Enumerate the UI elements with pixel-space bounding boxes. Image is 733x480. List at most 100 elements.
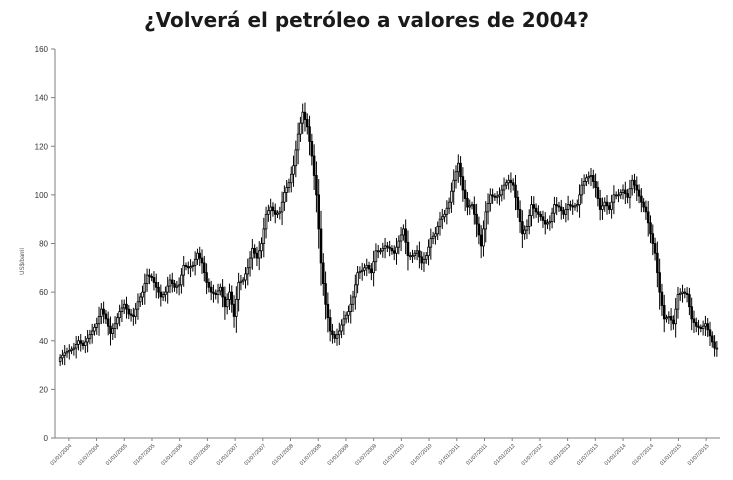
candle	[388, 240, 391, 257]
candle-body-up	[349, 303, 353, 312]
candle-body-down	[388, 246, 391, 249]
x-tick-label: 01/07/2006	[188, 443, 212, 467]
candle	[656, 241, 659, 288]
candle	[418, 241, 421, 269]
candle-body-down	[106, 318, 110, 327]
candle-body-down	[569, 204, 572, 207]
candle	[182, 256, 185, 287]
candle	[187, 261, 190, 275]
candle	[191, 261, 195, 272]
candle	[605, 195, 609, 215]
candle	[269, 198, 272, 222]
candle	[502, 177, 506, 200]
candle	[225, 293, 229, 315]
candle	[619, 189, 623, 199]
candle-body-up	[347, 311, 350, 316]
candle	[546, 218, 549, 229]
candle-body-up	[589, 175, 593, 178]
candle	[354, 274, 357, 310]
candle-body-up	[136, 301, 140, 310]
y-tick-label: 160	[35, 45, 49, 54]
candle-body-up	[576, 204, 579, 207]
candle-body-down	[310, 140, 314, 157]
candle-body-down	[633, 179, 636, 186]
candle-body-up	[239, 280, 243, 283]
candle-body-down	[386, 245, 389, 248]
candle-body-down	[173, 283, 176, 288]
x-tick-label: 01/07/2009	[354, 443, 378, 467]
candle-body-up	[681, 291, 684, 294]
candle-body-down	[683, 291, 687, 294]
candle-body-down	[367, 264, 371, 270]
candle-body-up	[489, 194, 492, 204]
candle-body-down	[104, 313, 108, 320]
candle-body-down	[79, 340, 83, 344]
candle	[447, 197, 451, 214]
candle-body-up	[402, 228, 405, 236]
candle	[573, 202, 577, 211]
candle-body-up	[525, 226, 529, 231]
candle-body-down	[669, 316, 673, 321]
candle-body-down	[692, 318, 696, 323]
x-tick-label: 01/07/2007	[244, 443, 268, 467]
candle	[239, 274, 243, 291]
candle	[489, 188, 492, 212]
candle	[582, 174, 586, 195]
candle	[228, 283, 231, 310]
candle-body-up	[601, 205, 604, 210]
candle-body-up	[248, 257, 252, 269]
candle	[621, 184, 625, 200]
candle-body-down	[212, 291, 215, 294]
candle-body-up	[175, 285, 179, 288]
candle-body-up	[621, 189, 625, 193]
candle	[81, 339, 85, 350]
candle	[65, 347, 69, 358]
candle-body-down	[150, 275, 153, 278]
candle	[637, 184, 641, 204]
y-tick-label: 0	[44, 434, 49, 443]
candle-body-down	[271, 206, 275, 212]
candle	[303, 102, 307, 132]
candle-body-down	[214, 292, 218, 295]
candle	[704, 315, 707, 337]
candle-body-up	[500, 189, 504, 196]
candle	[422, 252, 426, 272]
x-tick-label: 01/01/2007	[216, 443, 240, 467]
candle	[541, 210, 545, 228]
x-tick-label: 01/07/2008	[299, 443, 323, 467]
candle-body-down	[102, 308, 105, 315]
candle	[690, 297, 693, 331]
x-tick-label: 01/01/2009	[327, 443, 351, 467]
candle-body-up	[269, 206, 272, 212]
candle-body-up	[413, 252, 417, 257]
candle-body-up	[289, 173, 293, 184]
candle-body-up	[507, 179, 510, 184]
candle	[106, 311, 110, 336]
y-tick-label: 100	[35, 191, 49, 200]
candle	[237, 272, 240, 312]
candle-body-up	[619, 192, 623, 196]
candle-body-down	[328, 317, 332, 332]
candle-body-up	[138, 296, 142, 303]
candle-body-up	[486, 202, 490, 213]
candle-body-up	[482, 228, 485, 247]
candle-body-up	[372, 261, 375, 274]
x-tick-label: 01/01/2015	[659, 443, 683, 467]
candle	[317, 179, 320, 249]
candle	[161, 291, 165, 301]
candle	[122, 299, 126, 314]
candle-body-down	[159, 291, 163, 298]
candle-body-up	[502, 184, 506, 191]
candle-body-up	[445, 207, 449, 215]
candle	[571, 199, 574, 215]
y-tick-label: 20	[39, 385, 48, 394]
candle-body-down	[207, 281, 211, 288]
candle	[715, 341, 719, 357]
candle-body-down	[303, 111, 307, 120]
candle-body-down	[198, 252, 201, 259]
candle	[644, 200, 648, 220]
candle	[443, 209, 446, 223]
candle	[374, 243, 378, 272]
candle	[308, 115, 311, 156]
candle-body-up	[438, 218, 442, 227]
